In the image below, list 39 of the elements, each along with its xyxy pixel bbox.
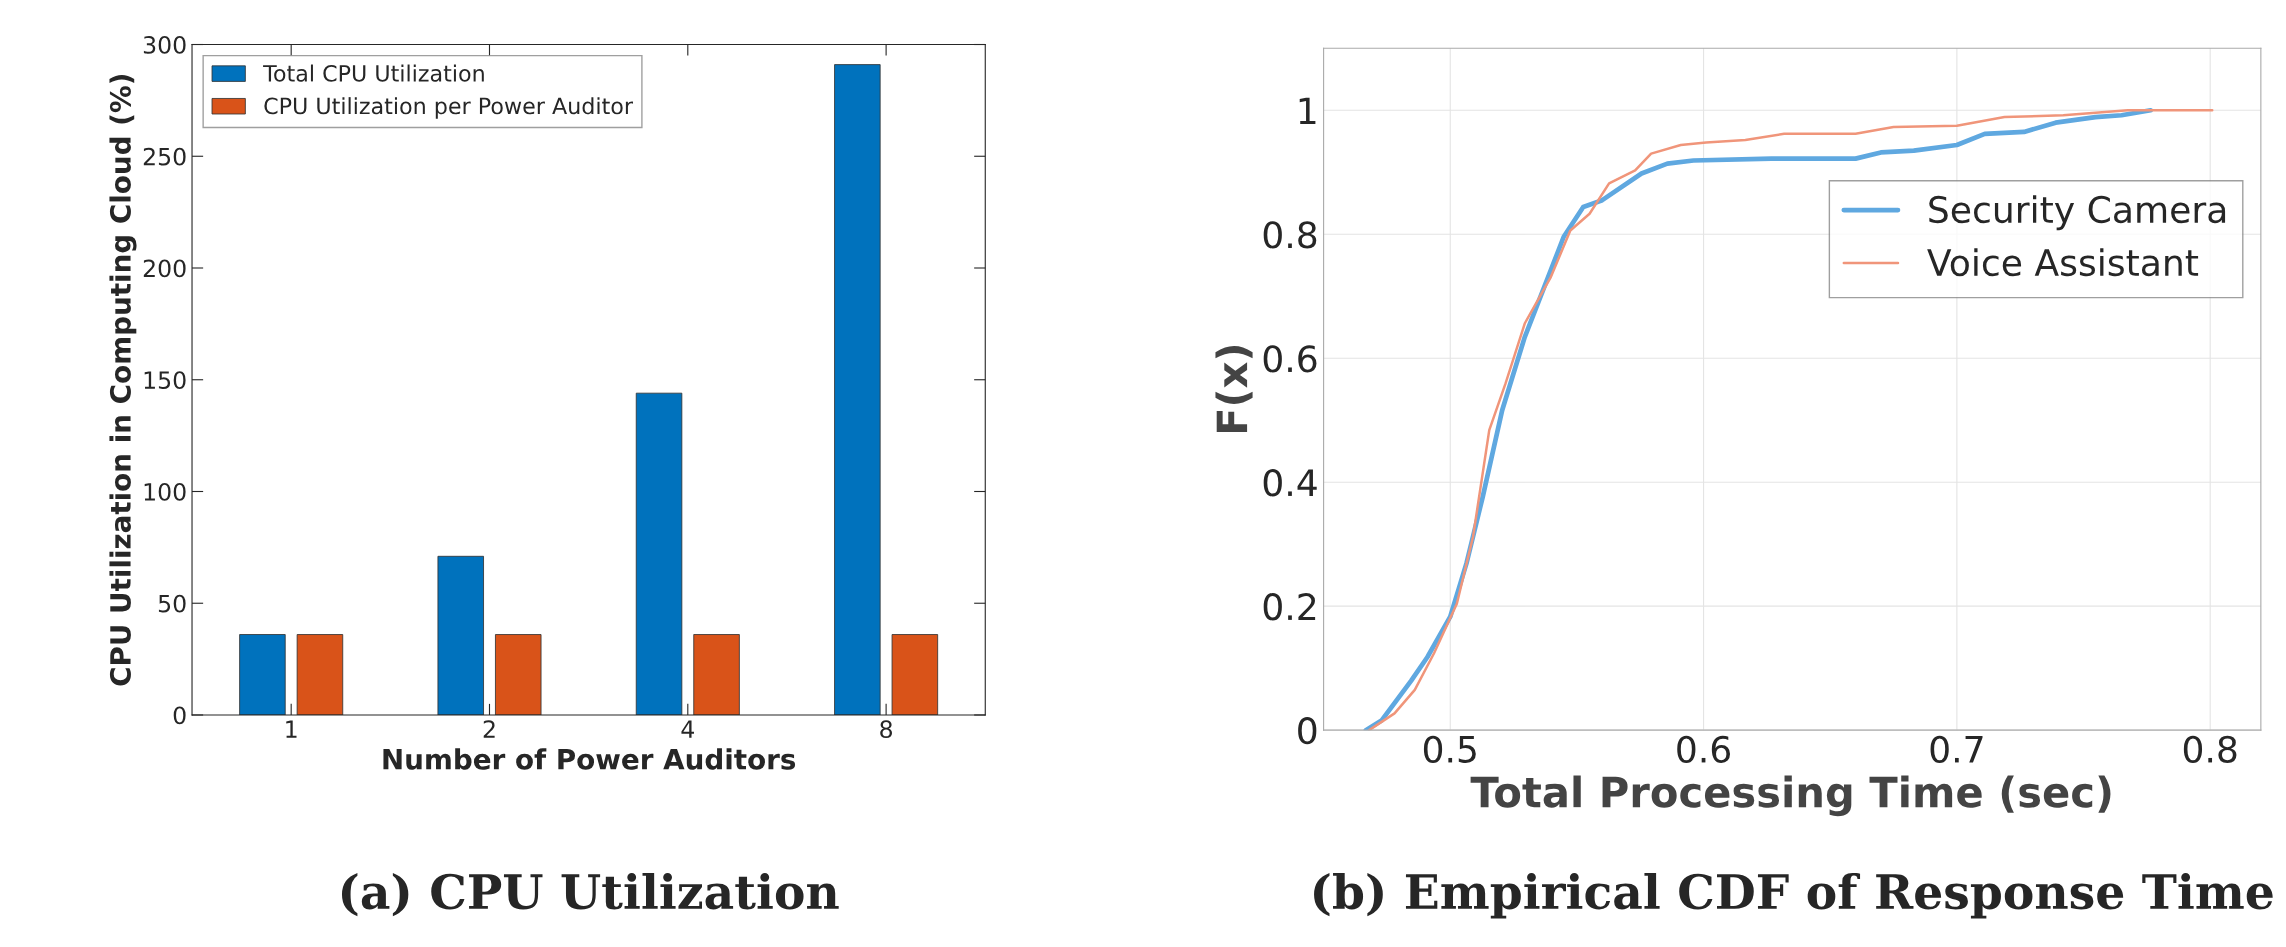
legend-label: Voice Assistant: [1927, 248, 2199, 277]
y-tick-label: 0: [1298, 717, 1317, 745]
x-tick-label: 4: [681, 720, 694, 738]
y-tick-label: 250: [143, 147, 186, 166]
x-axis-title: Number of Power Auditors: [383, 748, 796, 770]
y-tick-label: 150: [144, 371, 186, 390]
x-tick-label: 0.6: [1677, 735, 1731, 763]
y-tick-label: 300: [143, 35, 186, 54]
bar: [437, 555, 484, 715]
y-tick-label: 1: [1299, 97, 1316, 124]
legend-label: Security Camera: [1929, 195, 2226, 231]
legend-label: CPU Utilization per Power Auditor: [264, 97, 634, 119]
x-tick-label: 1: [286, 720, 297, 738]
bar: [891, 634, 939, 715]
y-tick-label: 0.8: [1263, 221, 1317, 249]
y-tick-label: 0: [173, 706, 186, 725]
bar: [495, 634, 542, 715]
y-tick-label: 50: [158, 594, 186, 613]
y-tick-label: 0.2: [1263, 593, 1316, 621]
x-tick-label: 0.5: [1423, 735, 1476, 763]
legend-label: Total CPU Utilization: [263, 64, 484, 82]
y-tick-label: 200: [143, 259, 186, 278]
bar: [296, 634, 344, 715]
y-tick-label: 0.4: [1263, 469, 1317, 497]
bar: [693, 634, 740, 715]
x-tick-label: 8: [880, 720, 893, 739]
x-tick-label: 2: [483, 720, 495, 738]
bar: [834, 64, 881, 715]
bar: [635, 392, 683, 715]
text: (a) CPU Utilization: [341, 872, 839, 917]
x-axis-title: Total Processing Time (sec): [1470, 775, 2111, 817]
x-tick-label: 0.8: [2183, 735, 2237, 763]
y-tick-label: 0.6: [1263, 345, 1317, 373]
text: (b) Empirical CDF of Response Time: [1314, 872, 2273, 919]
x-tick-label: 0.7: [1930, 735, 1983, 763]
y-axis-title: CPU Utilization in Computing Cloud (%): [109, 74, 137, 686]
y-tick-label: 100: [144, 482, 186, 501]
y-axis-title: F(x): [1215, 346, 1253, 433]
bar: [239, 634, 286, 715]
